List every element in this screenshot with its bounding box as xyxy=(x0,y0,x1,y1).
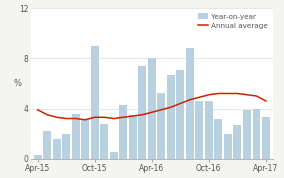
Bar xyxy=(138,66,146,159)
Bar xyxy=(176,70,184,159)
Bar xyxy=(100,124,108,159)
Legend: Year-on-year, Annual average: Year-on-year, Annual average xyxy=(196,12,269,30)
Bar xyxy=(157,93,165,159)
Bar xyxy=(243,110,251,159)
Bar xyxy=(233,125,241,159)
Bar xyxy=(262,117,270,159)
Bar xyxy=(214,119,222,159)
Y-axis label: %: % xyxy=(13,79,21,88)
Bar xyxy=(119,105,127,159)
Bar xyxy=(43,131,51,159)
Bar xyxy=(224,134,232,159)
Bar xyxy=(91,46,99,159)
Bar xyxy=(53,138,60,159)
Bar xyxy=(195,101,203,159)
Bar xyxy=(110,152,118,159)
Bar xyxy=(72,114,80,159)
Bar xyxy=(129,115,137,159)
Bar xyxy=(34,155,41,159)
Bar xyxy=(186,48,194,159)
Bar xyxy=(252,109,260,159)
Bar xyxy=(62,134,70,159)
Bar xyxy=(205,101,213,159)
Bar xyxy=(148,58,156,159)
Bar xyxy=(167,75,175,159)
Bar xyxy=(81,119,89,159)
